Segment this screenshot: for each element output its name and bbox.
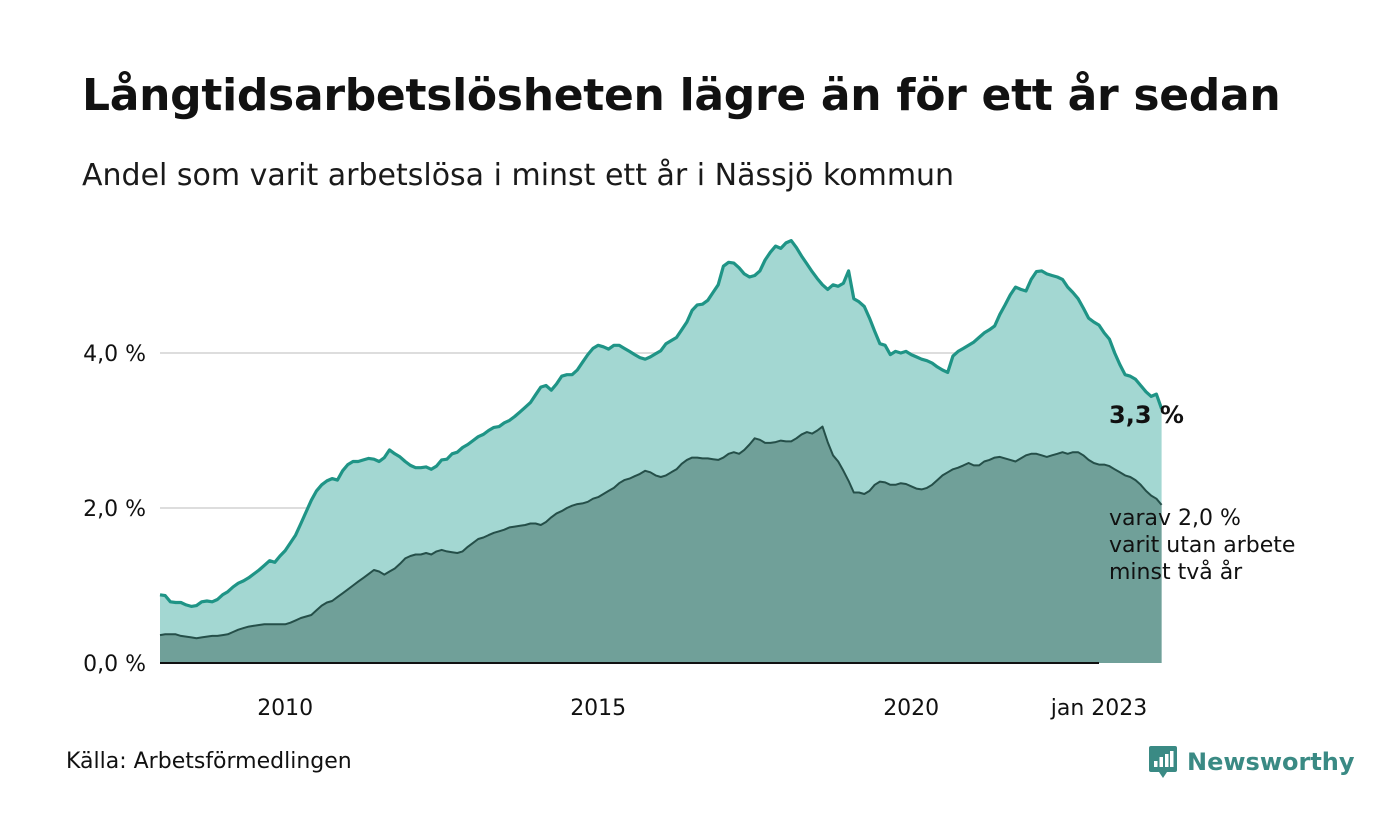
area-varav-minst-tva-ar xyxy=(160,426,1162,663)
x-tick-label: 2010 xyxy=(257,696,313,721)
chart-title: Långtidsarbetslösheten lägre än för ett … xyxy=(82,70,1281,121)
area-chart: 0,0 % 2,0 % 4,0 % 2010 2015 2020 jan 2023 3,3… xyxy=(83,239,1295,721)
newsworthy-logo-icon xyxy=(1149,746,1177,778)
y-tick-label: 0,0 % xyxy=(83,652,146,677)
sub-label-line-3: minst två år xyxy=(1109,559,1243,585)
brand-logo: Newsworthy xyxy=(1148,742,1355,782)
source-note: Källa: Arbetsförmedlingen xyxy=(66,749,352,774)
sub-label-line-1: varav 2,0 % xyxy=(1109,506,1241,531)
brand-name: Newsworthy xyxy=(1187,748,1355,776)
x-tick-label: jan 2023 xyxy=(1050,696,1148,721)
y-axis-ticks: 0,0 % 2,0 % 4,0 % xyxy=(83,342,146,677)
line-min-ett-ar xyxy=(159,239,1164,608)
x-tick-label: 2020 xyxy=(883,696,939,721)
sub-label-line-2: varit utan arbete xyxy=(1109,533,1295,558)
line-varav-minst-tva-ar xyxy=(159,425,1163,640)
x-axis-ticks: 2010 2015 2020 jan 2023 xyxy=(257,696,1147,721)
chart-subtitle: Andel som varit arbetslösa i minst ett å… xyxy=(82,158,955,193)
x-tick-label: 2015 xyxy=(570,696,626,721)
y-tick-label: 2,0 % xyxy=(83,497,146,522)
y-tick-label: 4,0 % xyxy=(83,342,146,367)
last-value-label: 3,3 % xyxy=(1109,401,1184,429)
